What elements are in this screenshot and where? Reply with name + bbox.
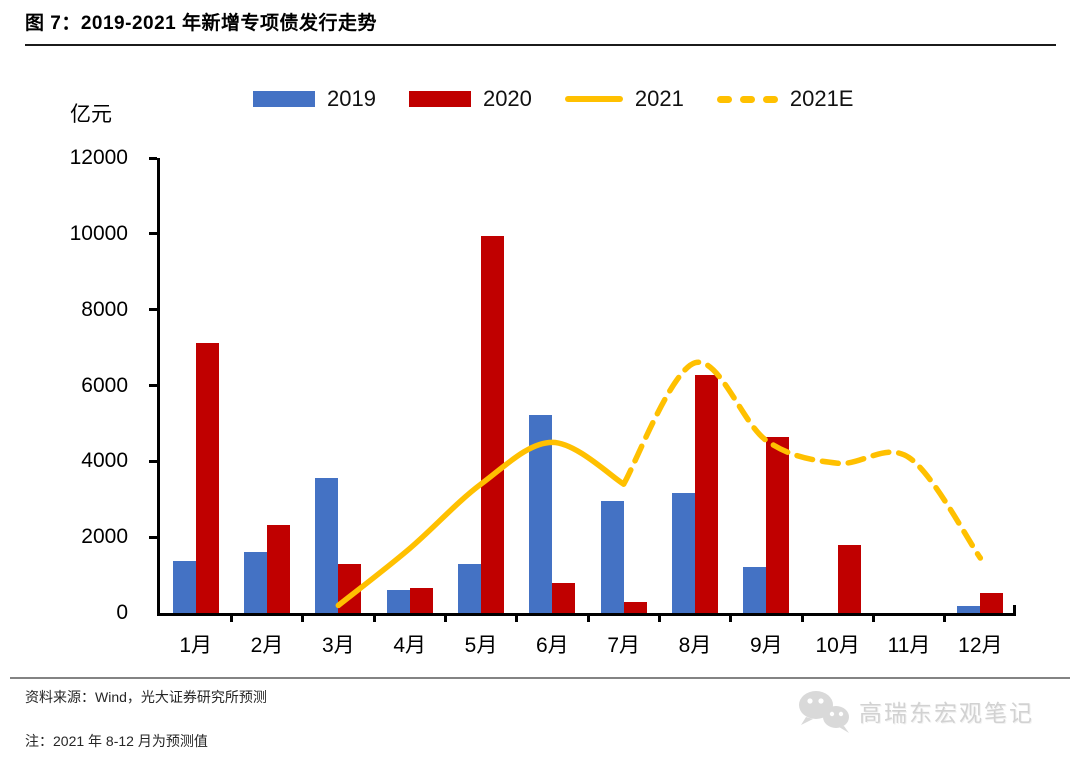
wechat-icon bbox=[799, 691, 849, 733]
bar-2020-9月 bbox=[766, 437, 790, 613]
y-axis-tick bbox=[149, 384, 157, 387]
y-axis-tick bbox=[149, 459, 157, 463]
title-divider-line bbox=[25, 44, 1056, 46]
y-axis-tick bbox=[149, 535, 157, 539]
x-axis-tick bbox=[515, 616, 519, 622]
legend-item-2019: 2019 bbox=[253, 86, 376, 112]
bar-2020-12月 bbox=[980, 592, 1004, 613]
bar-2020-1月 bbox=[195, 342, 219, 613]
x-axis-label: 11月 bbox=[887, 634, 931, 657]
x-axis-tick bbox=[729, 616, 733, 622]
y-axis-tick-label: 12000 bbox=[69, 146, 128, 169]
x-axis-label: 9月 bbox=[749, 634, 783, 657]
bar-2020-2月 bbox=[267, 524, 290, 613]
bar-2020-6月 bbox=[552, 583, 576, 613]
bar-2020-10月 bbox=[837, 545, 861, 613]
legend-label: 2021E bbox=[789, 86, 854, 111]
y-axis-tick-label: 8000 bbox=[81, 297, 128, 321]
y-axis-tick-label: 6000 bbox=[81, 373, 128, 397]
x-axis-tick bbox=[871, 616, 875, 622]
y-axis-tick-label: 4000 bbox=[81, 449, 128, 473]
x-axis-label: 2月 bbox=[250, 634, 284, 657]
legend-item-2021E: 2021E bbox=[716, 86, 854, 112]
legend-label: 2020 bbox=[482, 86, 532, 111]
bar-2019-9月 bbox=[743, 567, 767, 613]
watermark-text: 高瑞东宏观笔记 bbox=[859, 700, 1034, 726]
bar-2019-4月 bbox=[386, 589, 410, 613]
x-axis-label: 8月 bbox=[678, 634, 712, 657]
x-axis-tick bbox=[800, 616, 804, 622]
x-axis-label: 10月 bbox=[815, 634, 860, 657]
bar-2020-5月 bbox=[481, 235, 504, 613]
x-axis-label: 3月 bbox=[321, 634, 355, 657]
bar-2019-2月 bbox=[244, 551, 267, 613]
bar-2020-8月 bbox=[695, 375, 718, 613]
bar-2020-7月 bbox=[623, 601, 647, 613]
y-axis-tick-label: 10000 bbox=[69, 221, 128, 245]
x-axis-tick bbox=[657, 616, 661, 622]
chart-legend: 2019 2020 2021 2021E bbox=[253, 86, 853, 112]
legend-dash bbox=[739, 95, 755, 103]
x-axis-end-tick bbox=[1013, 605, 1016, 613]
footnote-text: 注：2021 年 8-12 月为预测值 bbox=[25, 733, 208, 749]
y-axis-tick bbox=[149, 232, 157, 236]
legend-item-2021: 2021 bbox=[564, 86, 684, 112]
chart-plot-area: 0 2000 4000 6000 8000 10000 12000 1月 2月 3月 4月 5月 6月 7… bbox=[70, 146, 1016, 657]
bar-2019-1月 bbox=[172, 560, 196, 613]
legend-dash bbox=[716, 95, 732, 103]
x-axis-tick bbox=[372, 616, 376, 622]
y-axis-unit-label: 亿元 bbox=[70, 103, 112, 126]
x-axis-label: 7月 bbox=[607, 634, 640, 657]
legend-swatch-line bbox=[564, 96, 623, 102]
bar-2019-6月 bbox=[529, 415, 553, 613]
legend-swatch-dashed-line bbox=[716, 95, 778, 103]
x-axis-label: 5月 bbox=[464, 634, 498, 657]
y-axis-tick bbox=[149, 156, 157, 160]
legend-item-2020: 2020 bbox=[408, 86, 532, 112]
y-axis-tick-label: 2000 bbox=[81, 525, 128, 549]
legend-label: 2021 bbox=[634, 86, 684, 111]
footer-divider-line bbox=[10, 677, 1070, 679]
bar-2019-7月 bbox=[600, 501, 624, 613]
x-axis-label: 12月 bbox=[958, 634, 1003, 657]
x-axis-tick bbox=[229, 616, 233, 622]
bar-2019-5月 bbox=[458, 564, 481, 613]
legend-swatch-bar bbox=[253, 91, 315, 107]
line-series-overlay bbox=[335, 359, 984, 609]
legend-swatch-bar bbox=[408, 91, 471, 107]
x-axis-tick bbox=[301, 616, 305, 622]
bar-2019-8月 bbox=[672, 493, 695, 613]
x-axis-tick bbox=[443, 616, 447, 622]
x-axis-label: 6月 bbox=[535, 634, 569, 657]
y-axis-tick-label: 0 bbox=[116, 601, 128, 624]
x-axis-label: 4月 bbox=[393, 634, 426, 657]
x-axis-tick bbox=[943, 616, 947, 622]
x-axis-tick bbox=[586, 616, 590, 622]
x-axis-label: 1月 bbox=[179, 634, 213, 657]
watermark: 高瑞东宏观笔记 bbox=[795, 688, 1034, 734]
figure-title: 图 7：2019-2021 年新增专项债发行走势 bbox=[25, 13, 377, 34]
bar-2019-12月 bbox=[957, 606, 981, 613]
legend-label: 2019 bbox=[327, 86, 376, 111]
line-2021E bbox=[620, 359, 984, 561]
line-2021 bbox=[335, 439, 627, 609]
bar-2020-4月 bbox=[409, 587, 433, 613]
bar-2019-3月 bbox=[315, 478, 339, 613]
data-source-text: 资料来源：Wind，光大证券研究所预测 bbox=[25, 689, 267, 705]
y-axis-tick bbox=[149, 308, 157, 312]
legend-dash bbox=[762, 95, 778, 103]
